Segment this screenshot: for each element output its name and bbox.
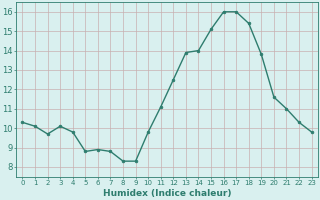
X-axis label: Humidex (Indice chaleur): Humidex (Indice chaleur) (103, 189, 231, 198)
